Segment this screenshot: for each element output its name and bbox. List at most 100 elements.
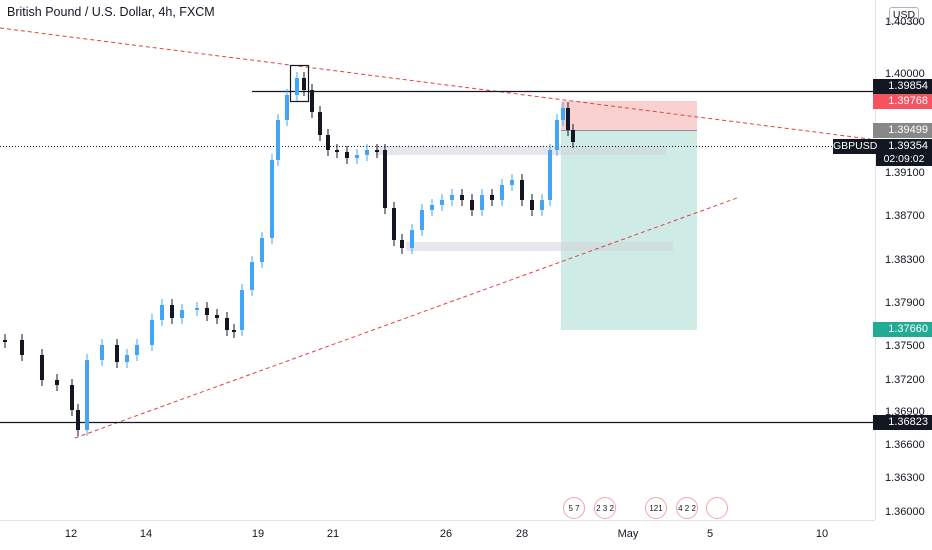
candle-body (55, 380, 59, 385)
candle-body (561, 108, 565, 120)
candle-body (302, 78, 306, 90)
support-price-label: 1.36823 (873, 415, 932, 430)
event-count: 2 3 2 (596, 503, 614, 513)
date-tick: 12 (64, 528, 78, 540)
candle-body (76, 410, 80, 430)
candle-body (566, 108, 570, 130)
price-tick: 1.40300 (885, 16, 925, 28)
economic-event[interactable]: 121 (645, 497, 667, 519)
candle-body (510, 180, 514, 185)
ascending-trendline (74, 197, 738, 439)
candle-body (205, 308, 209, 315)
candle-body (555, 120, 559, 150)
event-count: 5 7 (568, 503, 580, 513)
candle-body (85, 360, 89, 430)
event-count: 4 2 2 (678, 503, 696, 513)
uk-flag-icon: 4 2 2 (676, 497, 698, 519)
candlestick-series (3, 72, 575, 436)
price-tick: 1.36600 (885, 439, 925, 451)
bar-countdown: 02:09:02 (876, 152, 932, 166)
candle-body (170, 305, 174, 318)
zone-rect-upper (376, 146, 666, 155)
candle-body (520, 180, 524, 200)
date-tick: 28 (515, 528, 529, 540)
candle-body (40, 355, 44, 380)
stop-loss-zone (561, 101, 697, 130)
candle-body (195, 308, 199, 310)
candle-body (70, 385, 74, 410)
price-tick: 1.36300 (885, 472, 925, 484)
candle-body (480, 195, 484, 210)
price-tick: 1.38700 (885, 210, 925, 222)
candle-body (250, 262, 254, 290)
price-tick: 1.38300 (885, 254, 925, 266)
date-tick: 14 (139, 528, 153, 540)
date-tick: 19 (251, 528, 265, 540)
candle-body (125, 355, 129, 362)
economic-event[interactable]: 2 3 2 (594, 497, 616, 519)
candle-body (450, 195, 454, 200)
price-tick: 1.37900 (885, 297, 925, 309)
candle-body (326, 135, 330, 150)
candle-body (285, 95, 289, 120)
price-tick: 1.39100 (885, 167, 925, 179)
candle-body (540, 200, 544, 210)
candle-body (3, 340, 7, 342)
stop-price-label: 1.39768 (873, 94, 932, 109)
candle-body (215, 315, 219, 318)
price-tick: 1.36000 (885, 506, 925, 518)
candle-body (460, 195, 464, 200)
date-tick: 5 (706, 528, 714, 540)
candle-body (276, 120, 280, 160)
candle-body (400, 240, 404, 248)
uk-flag-icon (706, 497, 728, 519)
candle-body (410, 230, 414, 248)
candle-body (335, 150, 339, 152)
candle-body (225, 318, 229, 330)
candle-body (430, 205, 434, 210)
candle-body (440, 200, 444, 205)
price-tick: 1.40000 (885, 68, 925, 80)
candle-body (232, 330, 236, 332)
date-tick: 21 (326, 528, 340, 540)
entry-price-label: 1.39499 (873, 123, 932, 138)
candle-body (375, 150, 379, 152)
economic-event[interactable]: 4 2 2 (676, 497, 698, 519)
candle-body (115, 345, 119, 362)
candle-body (295, 78, 299, 95)
economic-event[interactable]: 5 7 (563, 497, 585, 519)
candle-body (20, 340, 24, 355)
price-tick: 1.37200 (885, 374, 925, 386)
candle-body (355, 155, 359, 158)
candle-body (548, 150, 552, 200)
candle-body (470, 200, 474, 210)
zone-rect-lower (406, 242, 673, 251)
candle-body (392, 208, 396, 240)
chart-title: British Pound / U.S. Dollar, 4h, FXCM (7, 5, 215, 19)
price-tick: 1.37500 (885, 340, 925, 352)
date-tick: 10 (815, 528, 829, 540)
candle-body (365, 150, 369, 155)
candle-body (180, 310, 184, 318)
candle-body (260, 238, 264, 262)
candle-body (240, 290, 244, 330)
resistance-price-label: 1.39854 (873, 79, 932, 94)
candle-body (500, 185, 504, 200)
candle-body (420, 210, 424, 230)
economic-event[interactable] (706, 497, 728, 519)
candle-body (270, 160, 274, 238)
candle-body (383, 150, 387, 208)
highlight-box (289, 64, 310, 103)
date-tick: May (617, 528, 639, 540)
uk-flag-icon: 2 3 2 (594, 497, 616, 519)
candle-body (135, 345, 139, 355)
symbol-tag: GBPUSD (833, 139, 878, 154)
candle-body (160, 305, 164, 320)
candle-body (310, 90, 314, 112)
event-count: 121 (649, 503, 663, 513)
current-price-label: 1.39354 (873, 139, 932, 154)
currency-badge[interactable]: USD (889, 7, 919, 24)
candle-body (100, 345, 104, 360)
candle-body (571, 130, 575, 142)
